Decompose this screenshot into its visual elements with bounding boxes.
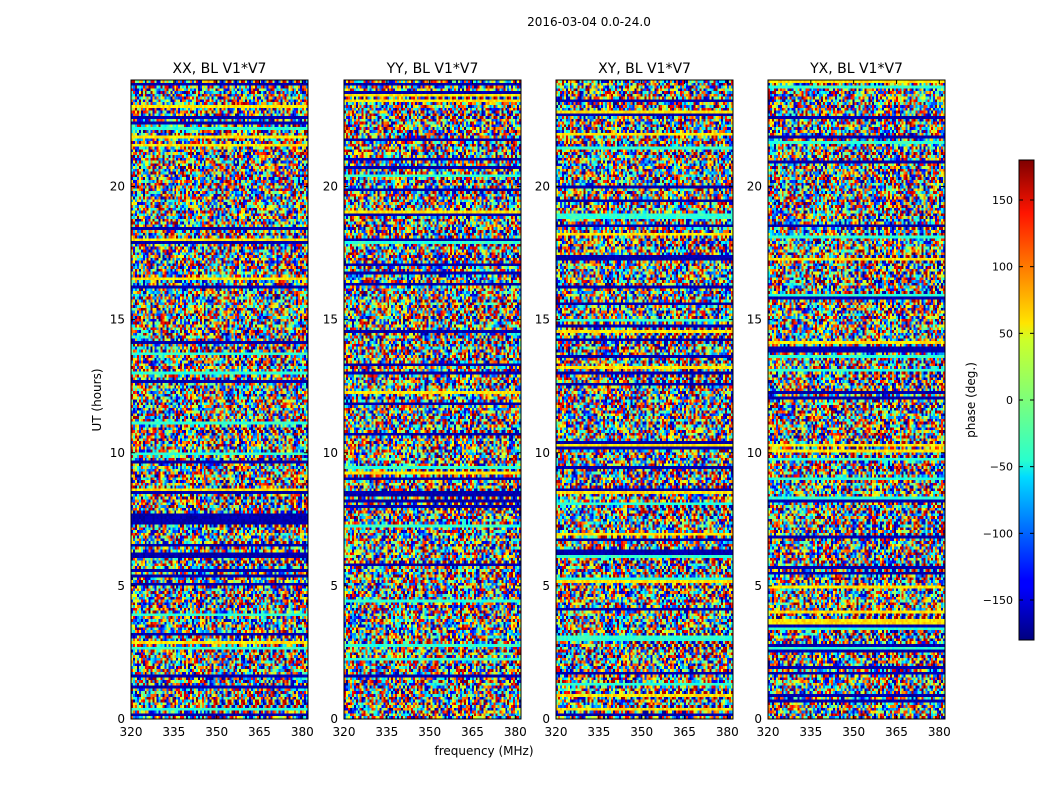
x-tick-label: 350 [205,725,228,739]
x-tick-label: 335 [587,725,610,739]
x-tick-label: 380 [716,725,739,739]
colorbar-tick-label: 100 [992,261,1013,274]
colorbar-tick-label: 150 [992,194,1013,207]
x-tick-label: 350 [418,725,441,739]
y-tick-label: 15 [323,313,338,327]
x-tick-label: 380 [928,725,951,739]
phase-heatmap [344,80,521,719]
x-tick-label: 380 [291,725,314,739]
y-tick-label: 5 [542,579,550,593]
y-tick-label: 15 [535,313,550,327]
colorbar-tick-label: 50 [999,327,1013,340]
x-tick-label: 320 [757,725,780,739]
x-tick-label: 335 [799,725,822,739]
panel-frame [767,79,946,720]
y-tick-label: 20 [747,180,762,194]
y-axis-label: UT (hours) [90,368,104,431]
panel-2: YY, BL V1*V7 320 335 350 365 380 0 5 10 15 20 [323,61,527,739]
y-tick-label: 0 [542,712,550,726]
y-tick-label: 20 [535,180,550,194]
panel-title: XX, BL V1*V7 [173,61,267,77]
phase-heatmap [556,80,733,719]
x-tick-label: 320 [120,725,143,739]
phase-heatmap [131,80,308,719]
y-tick-label: 10 [110,446,125,460]
y-tick-label: 10 [747,446,762,460]
colorbar-tick-label: −150 [983,594,1013,607]
x-tick-label: 365 [248,725,271,739]
figure-title: 2016-03-04 0.0-24.0 [527,15,651,29]
x-tick-label: 320 [333,725,356,739]
x-tick-label: 365 [461,725,484,739]
colorbar-ticks: 150 100 50 0 −50 −100 −150 [983,194,1034,607]
panel-frame [555,79,734,720]
y-tick-label: 10 [323,446,338,460]
x-tick-label: 350 [630,725,653,739]
y-tick-label: 15 [110,313,125,327]
x-axis-label: frequency (MHz) [434,744,533,758]
x-tick-label: 365 [673,725,696,739]
y-tick-label: 10 [535,446,550,460]
panel-3: XY, BL V1*V7 320 335 350 365 380 0 5 10 15 20 [535,61,739,739]
y-tick-label: 20 [323,180,338,194]
colorbar: 150 100 50 0 −50 −100 −150 phase (deg.) [964,159,1035,641]
x-tick-label: 380 [504,725,527,739]
x-tick-label: 335 [375,725,398,739]
x-tick-label: 335 [162,725,185,739]
phase-heatmap [768,80,945,719]
x-tick-label: 320 [545,725,568,739]
panel-4: YX, BL V1*V7 320 335 350 365 380 0 5 10 15 20 [747,61,951,739]
panel-title: YX, BL V1*V7 [809,61,903,77]
x-tick-label: 350 [842,725,865,739]
x-tick-label: 365 [885,725,908,739]
y-tick-label: 5 [330,579,338,593]
y-tick-label: 0 [330,712,338,726]
panel-title: YY, BL V1*V7 [386,61,479,77]
y-tick-label: 0 [117,712,125,726]
colorbar-tick-label: 0 [1006,394,1013,407]
y-tick-label: 5 [117,579,125,593]
colorbar-tick-label: −50 [990,461,1013,474]
y-tick-label: 0 [754,712,762,726]
colorbar-tick-label: −100 [983,527,1013,540]
panel-frame [130,79,309,720]
y-tick-label: 5 [754,579,762,593]
panel-title: XY, BL V1*V7 [598,61,691,77]
y-tick-label: 15 [747,313,762,327]
colorbar-label: phase (deg.) [964,362,978,438]
panel-frame [343,79,522,720]
panel-1: XX, BL V1*V7 320 335 350 365 380 0 5 10 15 20 [110,61,314,739]
y-tick-label: 20 [110,180,125,194]
